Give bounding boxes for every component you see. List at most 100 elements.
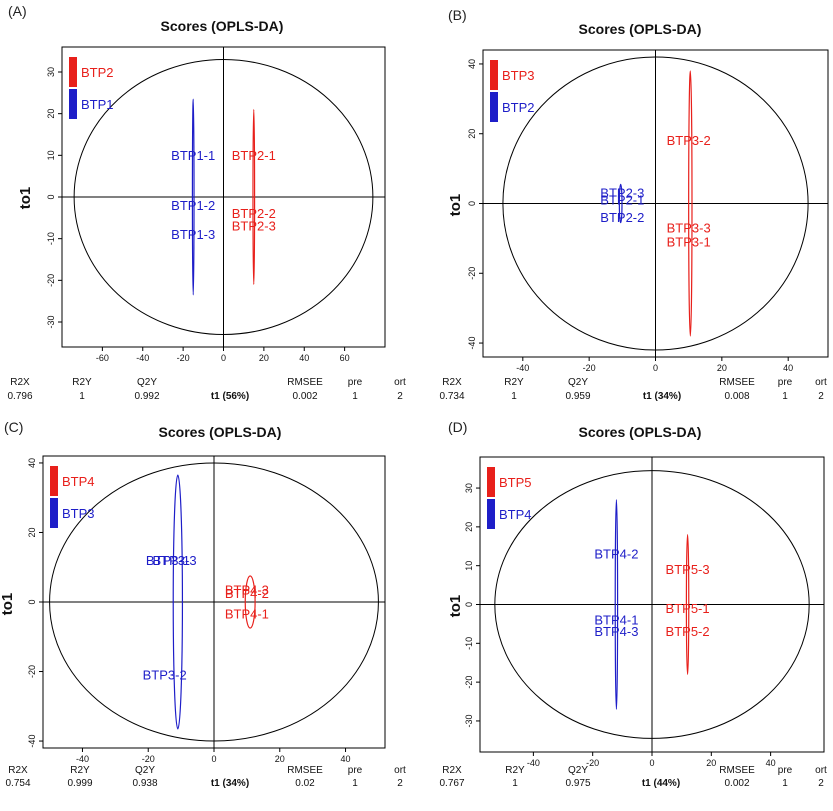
point-label: BTP5-3 xyxy=(666,562,710,577)
x-tick-label: 20 xyxy=(706,758,716,768)
x-tick-label: 20 xyxy=(259,353,269,363)
stat-header: RMSEE xyxy=(719,377,755,388)
x-tick-label: -40 xyxy=(527,758,540,768)
stat-header: RMSEE xyxy=(287,765,323,776)
stat-value: 1 xyxy=(782,391,788,402)
stat-value: 0.02 xyxy=(295,778,315,789)
y-tick-label: 30 xyxy=(46,67,56,77)
x-tick-label: 0 xyxy=(649,758,654,768)
stat-header: R2Y xyxy=(70,765,90,776)
y-tick-label: 40 xyxy=(27,458,37,468)
stat-value: 2 xyxy=(397,778,403,789)
x-tick-label: 0 xyxy=(211,754,216,764)
y-tick-label: 40 xyxy=(467,59,477,69)
hotelling-t2-ellipse xyxy=(73,59,374,335)
x-axis-label: t1 (56%) xyxy=(211,391,249,402)
x-axis-label: t1 (34%) xyxy=(643,391,681,402)
legend-swatch xyxy=(487,499,495,529)
stat-value: 0.999 xyxy=(67,778,92,789)
x-tick-label: 0 xyxy=(221,353,226,363)
stat-header: R2Y xyxy=(504,377,524,388)
hotelling-t2-ellipse xyxy=(494,470,810,739)
legend-swatch xyxy=(50,466,58,496)
y-tick-label: 10 xyxy=(46,150,56,160)
legend-swatch xyxy=(50,498,58,528)
stat-header: R2X xyxy=(10,377,30,388)
plot-area xyxy=(483,50,828,357)
y-tick-label: 10 xyxy=(464,561,474,571)
group-ellipse-btp3 xyxy=(688,70,693,337)
stat-header: Q2Y xyxy=(568,377,588,388)
y-tick-label: -30 xyxy=(46,315,56,328)
y-tick-label: 20 xyxy=(467,129,477,139)
y-axis-label: to1 xyxy=(17,187,34,210)
legend-entry: BTP3 xyxy=(502,68,535,83)
stat-header: ort xyxy=(815,377,827,388)
stat-header: pre xyxy=(348,765,363,776)
stat-value: 0.002 xyxy=(292,391,317,402)
stat-value: 0.959 xyxy=(565,391,590,402)
y-tick-label: 0 xyxy=(27,599,37,604)
hotelling-t2-ellipse xyxy=(502,56,809,351)
stat-value: 0.734 xyxy=(439,391,464,402)
point-label: BTP4-1 xyxy=(225,607,269,622)
point-label: BTP2-2 xyxy=(600,210,644,225)
y-tick-label: 20 xyxy=(464,522,474,532)
x-tick-label: 60 xyxy=(340,353,350,363)
group-ellipse-btp4 xyxy=(244,575,256,629)
legend-swatch xyxy=(69,89,77,119)
x-axis-label: t1 (34%) xyxy=(211,778,249,789)
stat-header: Q2Y xyxy=(137,377,157,388)
x-tick-label: -20 xyxy=(583,363,596,373)
point-label: BTP3-2 xyxy=(667,133,711,148)
y-tick-label: 30 xyxy=(464,483,474,493)
point-label: BTP3-1 xyxy=(146,553,190,568)
x-tick-label: -20 xyxy=(586,758,599,768)
stat-header: RMSEE xyxy=(287,377,323,388)
stat-header: pre xyxy=(778,765,793,776)
point-label: BTP2-3 xyxy=(232,219,276,234)
stat-header: Q2Y xyxy=(568,765,588,776)
group-ellipse-btp4 xyxy=(614,499,619,710)
point-label: BTP3-2 xyxy=(143,668,187,683)
point-label: BTP2-2 xyxy=(232,206,276,221)
legend-entry: BTP2 xyxy=(81,65,114,80)
x-tick-label: -40 xyxy=(516,363,529,373)
x-tick-label: -40 xyxy=(76,754,89,764)
x-tick-label: -20 xyxy=(142,754,155,764)
chart-title: Scores (OPLS-DA) xyxy=(579,424,702,440)
y-tick-label: 0 xyxy=(464,602,474,607)
stat-value: 1 xyxy=(79,391,85,402)
stat-value: 1 xyxy=(352,778,358,789)
plot-area xyxy=(43,456,385,748)
stat-header: R2X xyxy=(442,765,462,776)
stat-value: 0.002 xyxy=(724,778,749,789)
legend-swatch xyxy=(69,57,77,87)
stat-value: 0.992 xyxy=(134,391,159,402)
plot-area xyxy=(62,47,385,347)
y-tick-label: -20 xyxy=(464,676,474,689)
y-tick-label: -20 xyxy=(27,665,37,678)
point-label: BTP4-3 xyxy=(225,582,269,597)
panel-label: (C) xyxy=(4,419,23,435)
stat-header: ort xyxy=(394,377,406,388)
legend-entry: BTP4 xyxy=(499,507,532,522)
legend-entry: BTP1 xyxy=(81,97,114,112)
point-label: BTP4-2 xyxy=(225,586,269,601)
point-label: BTP1-3 xyxy=(171,227,215,242)
legend-entry: BTP3 xyxy=(62,506,95,521)
point-label: BTP2-1 xyxy=(600,193,644,208)
y-tick-label: -20 xyxy=(467,267,477,280)
point-label: BTP3-3 xyxy=(152,553,196,568)
stat-value: 2 xyxy=(397,391,403,402)
panel-label: (B) xyxy=(448,7,467,23)
legend-swatch xyxy=(487,467,495,497)
x-tick-label: 20 xyxy=(275,754,285,764)
stat-value: 0.975 xyxy=(565,778,590,789)
y-tick-label: -40 xyxy=(467,337,477,350)
x-tick-label: 0 xyxy=(653,363,658,373)
point-label: BTP2-3 xyxy=(600,186,644,201)
point-label: BTP3-3 xyxy=(667,220,711,235)
stat-value: 1 xyxy=(511,391,517,402)
